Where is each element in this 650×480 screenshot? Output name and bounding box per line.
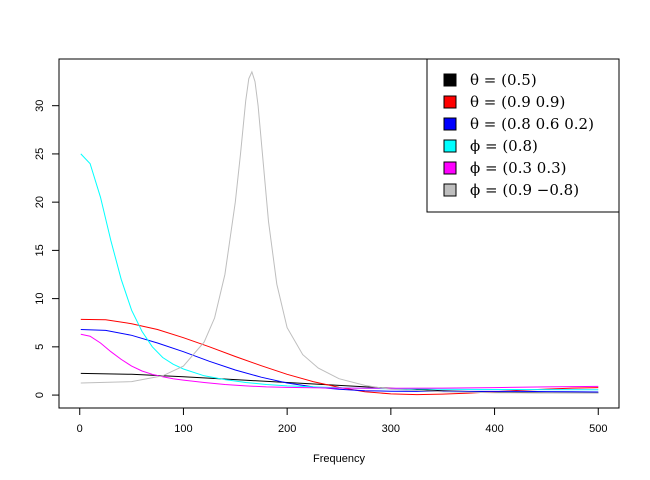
legend-swatch-4 [443,139,457,153]
x-tick-label: 100 [174,423,192,435]
legend-swatch-3 [443,117,457,131]
y-tick-label: 20 [34,196,46,208]
legend-swatch-1 [443,73,457,87]
legend-label-4: ϕ = (0.8) [470,137,538,155]
x-tick-label: 500 [589,423,607,435]
series-line-4 [80,153,599,391]
x-axis: 0 100 200 300 400 500 [77,407,607,435]
y-tick-label: 10 [34,292,46,304]
x-tick-label: 400 [485,423,503,435]
x-tick-label: 200 [278,423,296,435]
legend: θ = (0.5) θ = (0.9 0.9) θ = (0.8 0.6 0.2) ϕ… [426,58,620,213]
legend-label-6: ϕ = (0.9 −0.8) [470,181,579,199]
legend-label-2: θ = (0.9 0.9) [470,93,565,111]
legend-swatch-6 [443,183,457,197]
y-axis: 0 5 10 15 20 25 30 [34,100,60,398]
x-tick-label: 300 [382,423,400,435]
legend-swatch-5 [443,161,457,175]
legend-label-1: θ = (0.5) [470,71,537,89]
legend-box [426,58,620,213]
legend-swatch-2 [443,95,457,109]
legend-label-5: ϕ = (0.3 0.3) [470,159,567,177]
y-tick-label: 5 [34,344,46,350]
legend-label-3: θ = (0.8 0.6 0.2) [470,115,594,133]
series-layer [80,70,599,396]
series-line-6 [80,70,599,394]
y-tick-label: 0 [34,392,46,398]
y-tick-label: 30 [34,100,46,112]
y-tick-label: 15 [34,244,46,256]
series-line-2 [80,318,599,396]
series-line-3 [80,329,599,393]
series-line-5 [80,333,599,389]
y-tick-label: 25 [34,148,46,160]
x-axis-title: Frequency [313,453,365,465]
x-tick-label: 0 [77,423,83,435]
